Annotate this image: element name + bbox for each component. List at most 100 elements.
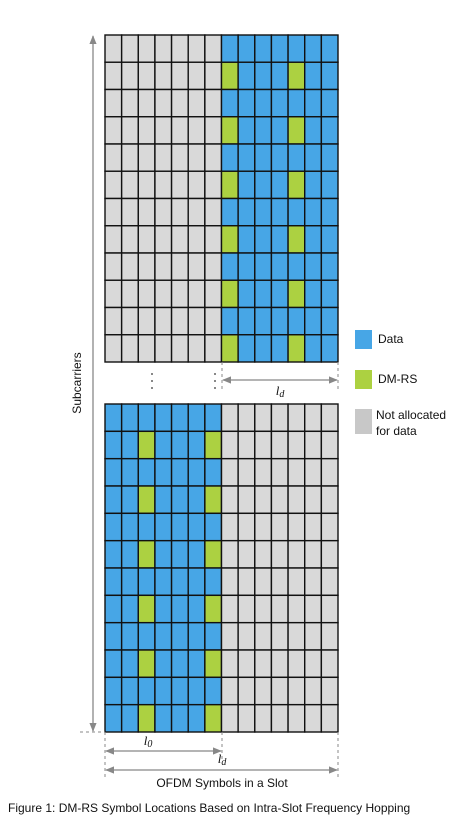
- guides: [104, 362, 339, 780]
- grid-cell: [320, 512, 339, 542]
- grid-cell: [320, 430, 339, 460]
- grid-cell: [104, 170, 123, 200]
- grid-cell: [220, 512, 239, 542]
- grid-cell: [220, 334, 239, 363]
- grid-cell: [154, 485, 173, 515]
- grid-cell: [304, 621, 323, 651]
- grid-cell: [254, 116, 273, 145]
- grid-cell: [104, 512, 123, 542]
- grid-cell: [154, 170, 173, 200]
- grid-cell: [287, 649, 306, 679]
- grid-cell: [320, 197, 339, 227]
- grid-cell: [187, 485, 206, 515]
- grid-cell: [304, 252, 323, 281]
- grid-cell: [287, 334, 306, 363]
- caption: Figure 1: DM-RS Symbol Locations Based o…: [8, 801, 410, 815]
- grid-cell: [104, 116, 123, 145]
- grid-cell: [204, 197, 223, 227]
- grid-cell: [237, 403, 256, 433]
- grid-cell: [120, 34, 139, 63]
- grid-cell: [154, 34, 173, 63]
- grid-cell: [254, 225, 273, 254]
- grid-cell: [320, 621, 339, 651]
- grid-cell: [154, 306, 173, 336]
- grid-cell: [287, 594, 306, 624]
- grid-cell: [170, 649, 189, 679]
- grid-cell: [104, 430, 123, 460]
- grid-cell: [304, 676, 323, 706]
- grid-cell: [154, 116, 173, 145]
- grid-cell: [270, 61, 289, 91]
- grid-cell: [204, 512, 223, 542]
- grid-cell: [104, 61, 123, 91]
- grid-cell: [270, 252, 289, 281]
- grid-cell: [320, 676, 339, 706]
- grid-cell: [270, 279, 289, 309]
- grid-cell: [237, 88, 256, 118]
- grid-cell: [254, 567, 273, 597]
- grid-cell: [270, 403, 289, 433]
- grid-cell: [287, 621, 306, 651]
- grid-cell: [154, 703, 173, 733]
- grid-cell: [187, 61, 206, 91]
- grid-cell: [120, 197, 139, 227]
- grid-cell: [187, 621, 206, 651]
- grid-cell: [187, 197, 206, 227]
- grid-cell: [220, 649, 239, 679]
- grid-cell: [170, 143, 189, 172]
- grid-cell: [320, 334, 339, 363]
- grid-cell: [287, 485, 306, 515]
- grid-cell: [254, 676, 273, 706]
- grid-cell: [237, 334, 256, 363]
- grid-cell: [320, 34, 339, 63]
- grid-cell: [154, 225, 173, 254]
- grid-cell: [170, 334, 189, 363]
- grid-cell: [170, 279, 189, 309]
- grid-cell: [170, 485, 189, 515]
- grid-cell: [237, 567, 256, 597]
- grid-cell: [220, 252, 239, 281]
- grid-cell: [120, 116, 139, 145]
- grid-cell: [120, 334, 139, 363]
- grid-cell: [304, 334, 323, 363]
- grid-cell: [237, 594, 256, 624]
- grid-cell: [170, 306, 189, 336]
- grid-cell: [204, 143, 223, 172]
- grid-cell: [254, 279, 273, 309]
- grid-cell: [120, 485, 139, 515]
- grid-cell: [154, 621, 173, 651]
- grid-cell: [320, 225, 339, 254]
- grid-cell: [220, 621, 239, 651]
- grid-cell: [254, 170, 273, 200]
- grid-cell: [254, 430, 273, 460]
- grid-cell: [204, 116, 223, 145]
- grid-cell: [237, 306, 256, 336]
- grid-cell: [254, 539, 273, 569]
- grid-cell: [137, 170, 156, 200]
- grid-cell: [104, 649, 123, 679]
- legend-label: for data: [376, 424, 417, 438]
- grid-cell: [320, 649, 339, 679]
- grid-cell: [104, 594, 123, 624]
- grid-cell: [204, 457, 223, 487]
- grid-cell: [137, 430, 156, 460]
- grid-cell: [137, 306, 156, 336]
- grid-cell: [270, 334, 289, 363]
- grid-cell: [320, 457, 339, 487]
- grid-cell: [154, 143, 173, 172]
- grid-cell: [254, 403, 273, 433]
- grid-cell: [137, 567, 156, 597]
- grid-cell: [170, 403, 189, 433]
- grid-cell: [137, 539, 156, 569]
- grid-cell: [254, 649, 273, 679]
- grid-cell: [187, 279, 206, 309]
- grid-cell: [220, 197, 239, 227]
- grid-cell: [287, 88, 306, 118]
- span-label: ld: [218, 751, 228, 768]
- grid-cell: [120, 279, 139, 309]
- grid-cell: [187, 539, 206, 569]
- grid-cell: [304, 403, 323, 433]
- grid-cell: [254, 306, 273, 336]
